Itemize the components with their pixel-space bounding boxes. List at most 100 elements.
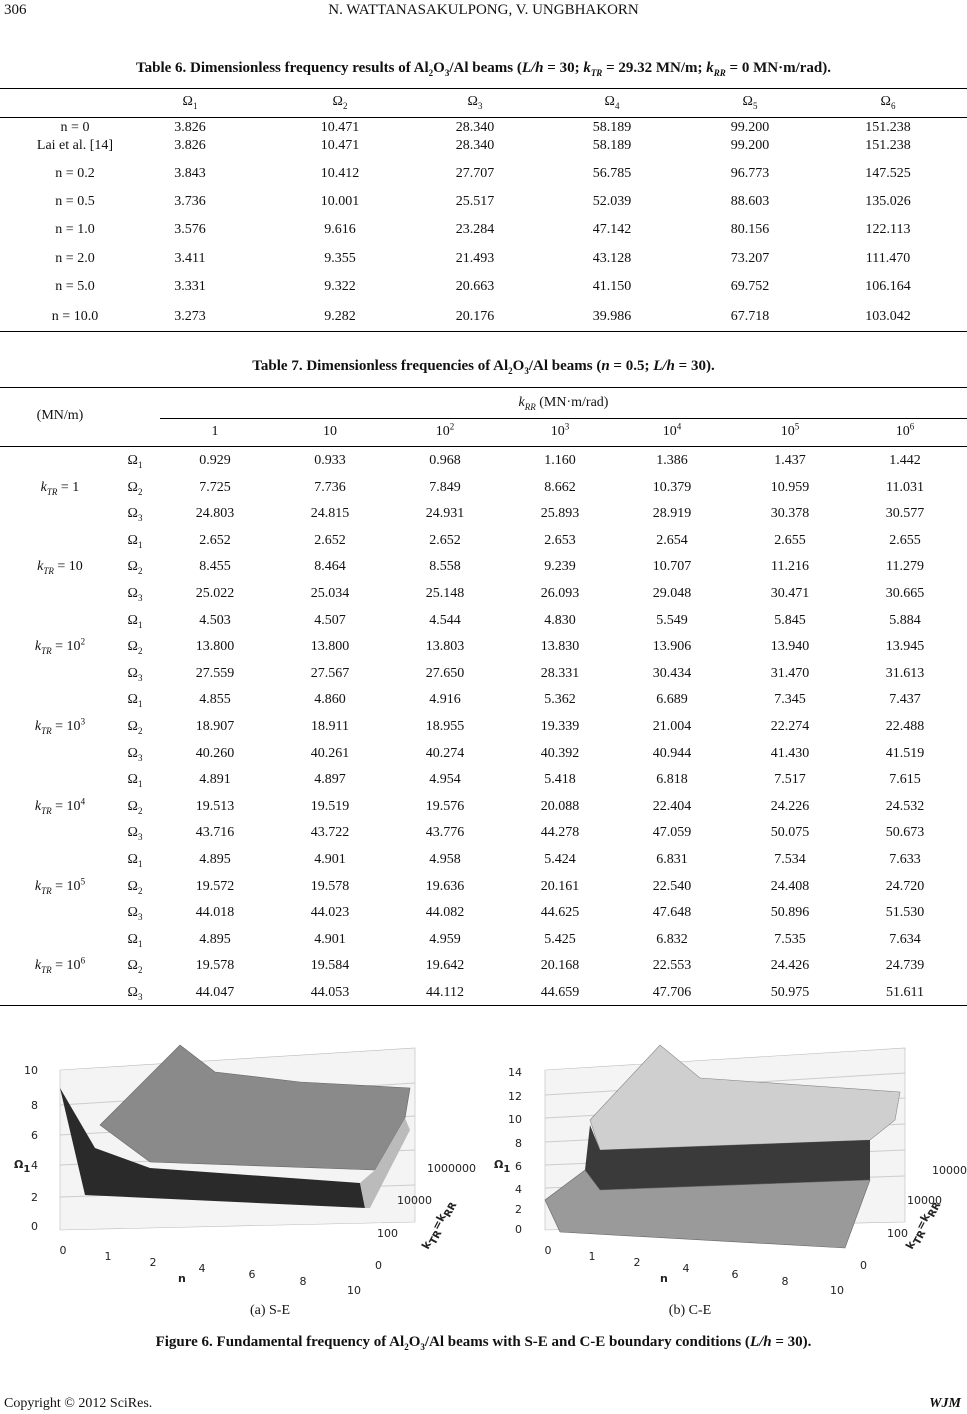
cell: 50.075: [770, 825, 810, 841]
cell: 50.896: [770, 905, 810, 921]
subscript: 2: [137, 645, 143, 656]
cell: 21.004: [652, 719, 692, 734]
exponent: 2: [449, 421, 455, 432]
column-header: 1: [150, 424, 280, 440]
cell: 19.584: [310, 958, 350, 974]
z-tick-label: 8: [515, 1137, 522, 1150]
cell: 1.386: [656, 453, 688, 468]
subscript: 3: [137, 752, 143, 763]
k-tick-label: 0: [860, 1259, 867, 1272]
cell: 3.576: [174, 222, 206, 237]
symbol: Ω: [127, 639, 138, 655]
cell: 13.945: [885, 639, 925, 655]
cell: 8.464: [314, 559, 346, 575]
cell: 50.975: [770, 985, 810, 1000]
cell: 19.642: [425, 958, 465, 974]
cell: 43.776: [425, 825, 465, 841]
cell: 47.142: [592, 222, 632, 237]
cell: 7.534: [774, 852, 806, 867]
cell: 9.355: [324, 251, 356, 266]
exponent: 6: [909, 421, 915, 432]
table6-caption: Table 6. Dimensionless frequency results…: [135, 60, 831, 78]
cell: 28.340: [455, 120, 495, 135]
z-tick-label: 4: [515, 1183, 522, 1196]
cell: 2.652: [314, 532, 346, 548]
cell: 4.891: [199, 772, 231, 788]
subscript: TR: [41, 885, 52, 896]
cell: 3.736: [174, 194, 206, 209]
label-part: TR: [912, 1229, 929, 1247]
symbol: Ω: [127, 798, 138, 814]
cell: 44.047: [195, 985, 235, 1000]
cell: 24.426: [770, 958, 810, 974]
z-tick-label: 2: [515, 1203, 522, 1216]
k-tick-label: 10000: [907, 1194, 942, 1207]
cell: 7.517: [774, 772, 806, 788]
cell: 30.665: [885, 586, 925, 601]
figure-caption: Figure 6. Fundamental frequency of Al2O3…: [155, 1334, 812, 1352]
subscript: 3: [137, 832, 143, 843]
cell: 2.652: [429, 532, 461, 548]
n-tick-label: 2: [150, 1256, 157, 1269]
cell: 4.503: [199, 612, 231, 628]
column-header: Ω1: [125, 94, 255, 110]
exponent: 3: [80, 716, 86, 727]
cell: 147.525: [865, 166, 911, 181]
cell: 10.959: [770, 479, 810, 495]
cell: 122.113: [865, 222, 911, 237]
cell: 3.826: [174, 138, 206, 153]
cell: 24.226: [770, 798, 810, 814]
k-tick-label: 10000: [397, 1194, 432, 1207]
cell: 24.720: [885, 878, 925, 894]
label-part: TR: [428, 1229, 445, 1247]
n-tick-label: 6: [249, 1268, 256, 1281]
cell: 5.845: [774, 612, 806, 628]
cell: 151.238: [865, 120, 911, 135]
base: 10: [550, 424, 565, 439]
z-tick-label: 12: [508, 1090, 522, 1103]
symbol: k: [34, 639, 42, 655]
cell: 19.572: [195, 878, 235, 894]
cell: 25.022: [195, 586, 235, 601]
row-label: n = 0: [60, 120, 90, 135]
text: (MN·m/rad): [535, 395, 609, 410]
base: 10: [435, 424, 450, 439]
symbol: k: [518, 395, 525, 410]
subscript: 6: [890, 100, 896, 111]
z-tick-label: 6: [515, 1160, 522, 1173]
row-symbol: Ω3: [70, 746, 200, 762]
cell: 5.418: [544, 772, 576, 788]
cell: 3.273: [174, 309, 206, 324]
label-part: 1: [503, 1164, 510, 1175]
cell: 24.815: [310, 506, 350, 522]
n-tick-label: 0: [60, 1244, 67, 1257]
cell: 27.707: [455, 166, 495, 181]
group-label: kTR = 102: [0, 637, 125, 655]
label-part: 1: [23, 1164, 30, 1175]
subscript: TR: [41, 965, 52, 976]
cell: 6.832: [656, 931, 688, 947]
subscript: 5: [752, 100, 758, 111]
row-symbol: Ω1: [70, 533, 200, 549]
symbol: Ω: [127, 931, 138, 947]
cell: 4.544: [429, 612, 461, 628]
cell: 43.128: [592, 251, 632, 266]
cell: 151.238: [865, 138, 911, 153]
row-symbol: Ω2: [70, 719, 200, 735]
cell: 1.437: [774, 453, 806, 468]
n-tick-label: 10: [347, 1284, 361, 1297]
cell: 4.901: [314, 931, 346, 947]
cell: 5.884: [889, 612, 921, 628]
base: 10: [662, 424, 677, 439]
z-tick-label: 10: [508, 1113, 522, 1126]
cell: 3.843: [174, 166, 206, 181]
subscript: 3: [477, 100, 483, 111]
cell: 69.752: [730, 279, 770, 294]
n-tick-label: 10: [830, 1284, 844, 1297]
group-label: kTR = 1: [0, 480, 125, 496]
cell: 4.895: [199, 931, 231, 947]
cell: 7.725: [199, 479, 231, 495]
cell: 7.535: [774, 931, 806, 947]
cell: 44.625: [540, 905, 580, 921]
cell: 10.001: [320, 194, 360, 209]
